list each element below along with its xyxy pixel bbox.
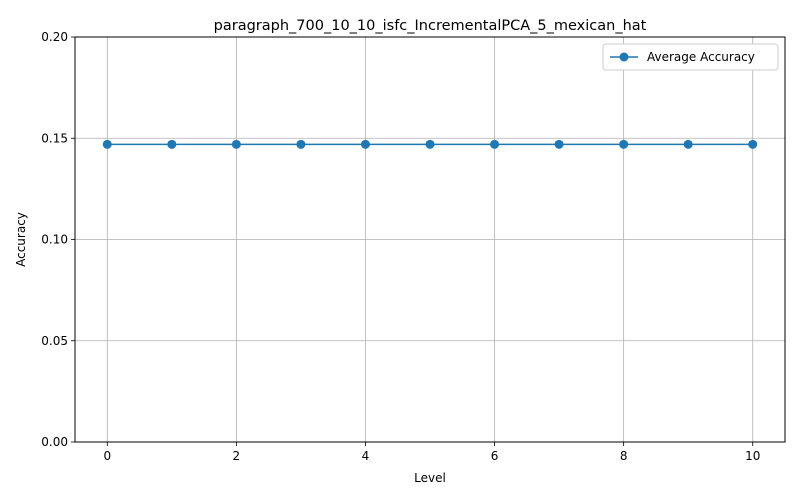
data-point [102, 139, 112, 149]
x-tick-label: 10 [745, 449, 760, 463]
y-tick-label: 0.00 [41, 435, 68, 449]
x-tick-label: 4 [362, 449, 370, 463]
x-tick-label: 2 [233, 449, 241, 463]
axis-ticks: 0 2 4 6 8 10 0.00 0.05 0.10 0.15 0.20 [41, 30, 760, 463]
data-point [683, 139, 693, 149]
legend-box [602, 43, 779, 71]
y-tick-label: 0.10 [41, 233, 68, 247]
series-layer [102, 139, 758, 149]
data-point [425, 139, 435, 149]
data-point [748, 139, 758, 149]
data-point [296, 139, 306, 149]
x-axis-label: Level [414, 471, 446, 485]
chart-title: paragraph_700_10_10_isfc_IncrementalPCA_… [214, 18, 647, 34]
y-axis-label: Accuracy [14, 212, 28, 267]
y-tick-label: 0.15 [41, 131, 68, 145]
data-point [554, 139, 564, 149]
data-point [360, 139, 370, 149]
x-tick-label: 8 [620, 449, 628, 463]
y-tick-label: 0.05 [41, 334, 68, 348]
x-tick-label: 6 [491, 449, 499, 463]
data-point [619, 139, 629, 149]
legend-entry-average-accuracy: Average Accuracy [647, 50, 755, 64]
x-tick-label: 0 [103, 449, 111, 463]
legend-marker-swatch [619, 52, 629, 62]
legend: Average Accuracy [602, 43, 779, 71]
y-tick-label: 0.20 [41, 30, 68, 44]
data-point [490, 139, 500, 149]
data-point [167, 139, 177, 149]
data-point [231, 139, 241, 149]
